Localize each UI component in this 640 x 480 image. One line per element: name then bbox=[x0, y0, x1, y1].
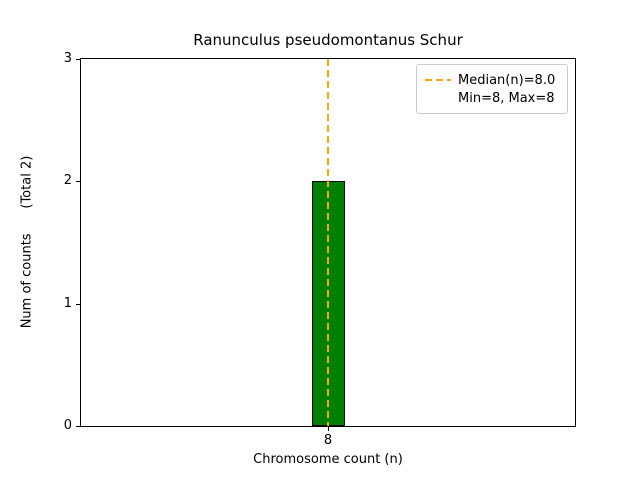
x-axis-label: Chromosome count (n) bbox=[253, 452, 403, 467]
legend-empty-sample bbox=[425, 97, 451, 99]
x-tick-label: 8 bbox=[323, 433, 333, 448]
chart-title: Ranunculus pseudomontanus Schur bbox=[193, 31, 463, 49]
legend: Median(n)=8.0 Min=8, Max=8 bbox=[416, 64, 568, 114]
y-tick-label: 2 bbox=[63, 173, 72, 188]
legend-entry-median: Median(n)=8.0 bbox=[425, 71, 559, 89]
median-line bbox=[327, 59, 329, 426]
y-axis-label: Num of counts (Total 2) bbox=[19, 155, 35, 329]
legend-median-label: Median(n)=8.0 bbox=[458, 72, 556, 88]
x-tick-mark bbox=[328, 427, 329, 431]
y-tick-mark bbox=[76, 304, 80, 305]
y-tick-label: 3 bbox=[63, 51, 72, 66]
median-line-sample-icon bbox=[425, 79, 451, 81]
plot-area bbox=[80, 58, 576, 427]
y-tick-label: 0 bbox=[63, 418, 72, 433]
y-tick-mark bbox=[76, 59, 80, 60]
legend-entry-minmax: Min=8, Max=8 bbox=[425, 89, 559, 107]
legend-minmax-label: Min=8, Max=8 bbox=[458, 90, 555, 106]
y-tick-label: 1 bbox=[63, 296, 72, 311]
y-tick-mark bbox=[76, 426, 80, 427]
y-tick-mark bbox=[76, 181, 80, 182]
